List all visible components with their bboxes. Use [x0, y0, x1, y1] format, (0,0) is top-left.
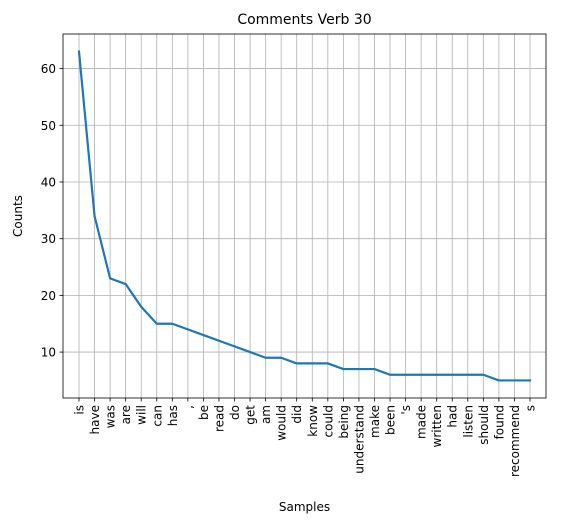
x-axis-label: Samples — [279, 500, 330, 514]
x-axis-ticks: is have was are will can has, be read do get am woul… — [73, 398, 538, 477]
series-layer — [77, 50, 532, 382]
data-point — [265, 357, 267, 359]
x-tick-label: make — [368, 405, 382, 438]
x-tick-label: recommend — [508, 405, 522, 477]
data-point — [373, 368, 375, 370]
x-tick-label: found — [492, 405, 506, 439]
x-tick-label: has — [166, 405, 180, 426]
data-point — [311, 362, 313, 364]
data-point — [249, 351, 251, 353]
data-point — [156, 323, 158, 325]
data-point — [420, 374, 422, 376]
x-tick-label: be — [197, 405, 211, 420]
data-point — [358, 368, 360, 370]
x-tick-label: am — [259, 405, 273, 424]
y-tick-label: 20 — [41, 289, 56, 303]
x-tick-label: know — [306, 405, 320, 437]
series-line — [77, 50, 532, 382]
x-tick-label: do — [228, 405, 242, 420]
data-point — [218, 340, 220, 342]
data-point — [234, 345, 236, 347]
x-tick-label: understand — [352, 405, 366, 474]
y-tick-label: 10 — [41, 346, 56, 360]
x-tick-label: did — [290, 405, 304, 424]
x-tick-label: listen — [461, 405, 475, 438]
y-tick-label: 40 — [41, 175, 56, 189]
chart-title: Comments Verb 30 — [237, 12, 371, 28]
data-point — [280, 357, 282, 359]
data-point — [342, 368, 344, 370]
grid-layer — [63, 34, 546, 398]
data-point — [467, 374, 469, 376]
plot-area-frame — [62, 33, 547, 399]
data-point — [389, 374, 391, 376]
x-tick-label: , — [181, 405, 195, 409]
x-tick-label: written — [430, 405, 444, 447]
x-tick-label: will — [135, 405, 149, 425]
data-point — [94, 215, 96, 217]
x-tick-label: made — [415, 405, 429, 439]
data-point — [498, 379, 500, 381]
data-point — [171, 323, 173, 325]
x-tick-label: read — [212, 405, 226, 432]
y-axis-label: Counts — [11, 195, 25, 237]
data-point — [482, 374, 484, 376]
x-tick-label: is — [73, 405, 87, 415]
x-tick-label: are — [119, 405, 133, 424]
y-tick-label: 30 — [41, 232, 56, 246]
data-point — [451, 374, 453, 376]
x-tick-label: should — [477, 405, 491, 445]
x-tick-label: get — [244, 405, 258, 425]
x-tick-label: could — [321, 405, 335, 438]
data-point — [202, 334, 204, 336]
y-tick-label: 50 — [41, 119, 56, 133]
x-tick-label: been — [384, 405, 398, 435]
data-point — [529, 379, 531, 381]
data-point — [296, 362, 298, 364]
x-tick-label: s — [524, 405, 538, 411]
data-point — [436, 374, 438, 376]
data-point — [513, 379, 515, 381]
y-tick-label: 60 — [41, 62, 56, 76]
data-point — [109, 277, 111, 279]
x-tick-label: being — [337, 405, 351, 439]
x-tick-label: was — [104, 405, 118, 428]
data-point — [405, 374, 407, 376]
x-tick-label: had — [446, 405, 460, 428]
x-tick-label: have — [88, 405, 102, 434]
x-tick-label: would — [275, 405, 289, 441]
data-point — [327, 362, 329, 364]
data-point — [78, 51, 80, 53]
x-tick-label: can — [150, 405, 164, 427]
data-point — [187, 328, 189, 330]
y-axis-ticks: 10 20 30 40 50 60 — [41, 62, 63, 360]
data-point — [140, 306, 142, 308]
x-tick-label: 's — [399, 405, 413, 415]
data-point — [125, 283, 127, 285]
